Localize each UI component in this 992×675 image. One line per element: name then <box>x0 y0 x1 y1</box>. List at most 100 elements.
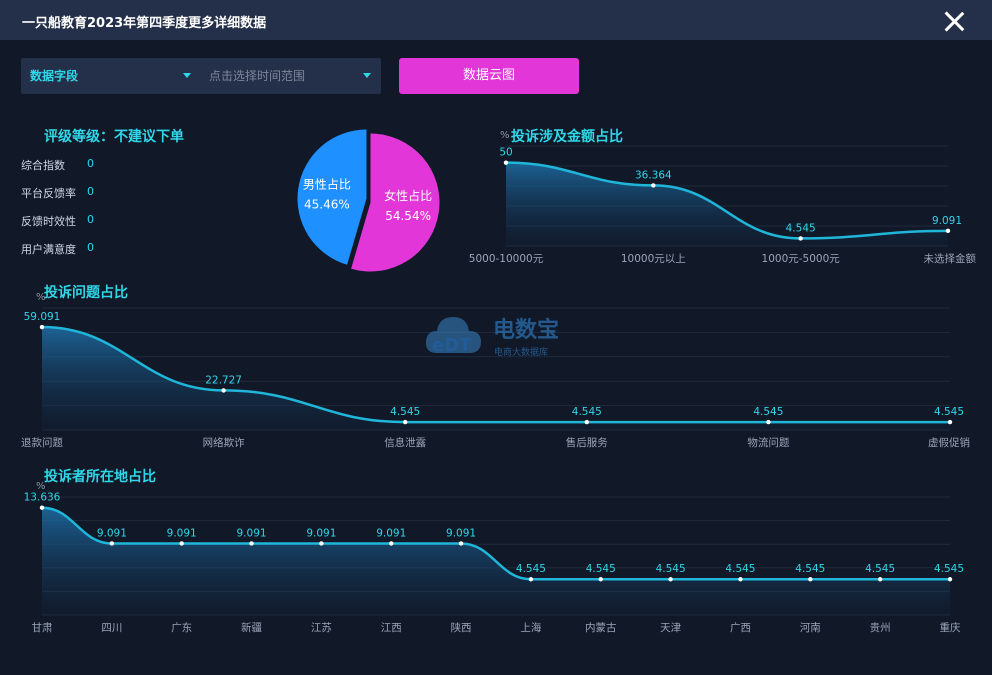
data-point <box>947 577 953 582</box>
y-axis-unit: % <box>36 292 46 303</box>
data-label: 4.545 <box>865 563 895 575</box>
title-bar: 一只船教育2023年第四季度更多详细数据 <box>0 0 992 40</box>
rating-title: 评级等级：不建议下单 <box>44 129 184 145</box>
data-cloud-button[interactable]: 数据云图 <box>399 58 579 94</box>
data-point <box>738 577 743 582</box>
rating-item: 平台反馈率 0 <box>21 185 94 201</box>
data-label: 4.545 <box>795 563 825 575</box>
data-point <box>403 419 408 425</box>
rating-item: 用户满意度 0 <box>21 241 94 257</box>
close-icon[interactable] <box>944 11 964 31</box>
x-tick-label: 内蒙古 <box>585 621 617 634</box>
data-field-select[interactable]: 数据字段 <box>30 58 200 94</box>
x-tick-label: 售后服务 <box>566 436 608 449</box>
date-range-placeholder: 点击选择时间范围 <box>209 69 306 83</box>
x-tick-label: 退款问题 <box>21 436 63 449</box>
data-label: 4.545 <box>934 563 964 575</box>
x-tick-label: 陕西 <box>451 621 472 634</box>
gender-pie-chart: 女性占比 54.54% 男性占比 45.46% <box>297 129 440 272</box>
data-label: 59.091 <box>24 311 61 323</box>
data-point <box>39 324 45 330</box>
data-label: 4.545 <box>572 406 602 418</box>
window-title: 一只船教育2023年第四季度更多详细数据 <box>22 16 267 31</box>
rating-item-label: 用户满意度 <box>21 243 76 256</box>
region-area-chart: %13.636 甘肃 9.091 四川 9.091 广东 9.091 新疆 9.091 江苏 9.0… <box>24 481 964 634</box>
x-tick-label: 虚假促销 <box>928 436 970 449</box>
data-label: 9.091 <box>376 527 406 539</box>
x-tick-label: 甘肃 <box>32 621 53 634</box>
date-range-select[interactable]: 点击选择时间范围 <box>209 58 375 94</box>
x-tick-label: 网络欺诈 <box>203 436 245 449</box>
watermark-tagline: 电商大数据库 <box>494 346 548 358</box>
pie-value-female: 54.54% <box>385 209 431 223</box>
watermark-brand: 电数宝 <box>493 317 559 343</box>
cloud-logo-icon: eDT 电数宝 电商大数据库 <box>425 317 559 358</box>
x-tick-label: 江西 <box>381 622 402 634</box>
data-point <box>221 388 226 393</box>
data-point <box>598 577 603 582</box>
data-label: 4.545 <box>586 563 616 575</box>
pie-slice-female <box>351 133 440 272</box>
amount-area-chart: % 50 5000-10000元 36.364 10000元以上 4.545 1000元-5… <box>469 130 977 265</box>
x-tick-label: 四川 <box>101 622 122 634</box>
data-point <box>877 577 883 582</box>
issue-chart-title: 投诉问题占比 <box>44 285 128 301</box>
rating-item-label: 平台反馈率 <box>21 187 76 200</box>
x-tick-label: 重庆 <box>940 621 961 634</box>
issue-area-chart: % 59.091 退款问题 22.727 网络欺诈 4.545 信息泄露 4.545 售后服务 4… <box>21 292 970 449</box>
rating-item-value: 0 <box>87 241 94 254</box>
x-tick-label: 未选择金额 <box>924 252 977 265</box>
x-tick-label: 广西 <box>730 622 751 634</box>
data-point <box>668 577 673 582</box>
data-label: 9.091 <box>97 527 127 539</box>
data-label: 4.545 <box>656 563 686 575</box>
pie-label-male: 男性占比 <box>303 177 351 192</box>
data-point <box>249 541 254 546</box>
x-tick-label: 天津 <box>660 622 681 634</box>
data-point <box>766 419 771 425</box>
y-axis-unit: % <box>500 130 510 141</box>
data-label: 13.636 <box>24 492 61 504</box>
data-label: 4.545 <box>753 406 783 418</box>
series-line <box>505 161 949 240</box>
rating-item-label: 反馈时效性 <box>21 215 76 228</box>
watermark-logo-text: eDT <box>432 335 472 356</box>
data-label: 36.364 <box>635 169 672 181</box>
data-point <box>109 541 115 546</box>
data-point <box>584 419 589 425</box>
data-label: 9.091 <box>237 527 267 539</box>
x-tick-label: 上海 <box>520 621 541 634</box>
data-label: 50 <box>499 147 512 159</box>
data-label: 4.545 <box>390 406 420 418</box>
data-label: 4.545 <box>786 222 816 234</box>
data-point <box>389 541 394 546</box>
data-point <box>503 160 509 165</box>
data-point <box>39 505 45 510</box>
data-label: 4.545 <box>934 406 964 418</box>
region-chart-title: 投诉者所在地占比 <box>44 469 156 485</box>
data-label: 4.545 <box>725 563 755 575</box>
data-label: 9.091 <box>306 527 336 539</box>
rating-item-label: 综合指数 <box>21 159 65 172</box>
rating-item-value: 0 <box>87 157 94 170</box>
x-tick-label: 广东 <box>171 621 192 634</box>
filter-bar: 数据字段 点击选择时间范围 <box>21 58 381 94</box>
x-tick-label: 1000元-5000元 <box>762 253 841 265</box>
x-tick-label: 5000-10000元 <box>469 253 544 265</box>
data-label: 22.727 <box>205 374 242 386</box>
x-tick-label: 10000元以上 <box>621 253 686 265</box>
area-fill <box>42 327 950 430</box>
rating-item-value: 0 <box>87 213 94 226</box>
rating-item: 综合指数 0 <box>21 157 94 173</box>
data-point <box>947 419 953 425</box>
data-label: 9.091 <box>932 215 962 227</box>
rating-item-value: 0 <box>87 185 94 198</box>
data-point <box>528 577 534 582</box>
y-axis-unit: % <box>36 481 46 492</box>
data-point <box>179 541 184 546</box>
x-tick-label: 贵州 <box>870 621 891 634</box>
data-label: 9.091 <box>167 527 197 539</box>
series-line <box>41 325 950 424</box>
data-point <box>798 236 803 241</box>
chevron-down-icon <box>363 73 371 78</box>
